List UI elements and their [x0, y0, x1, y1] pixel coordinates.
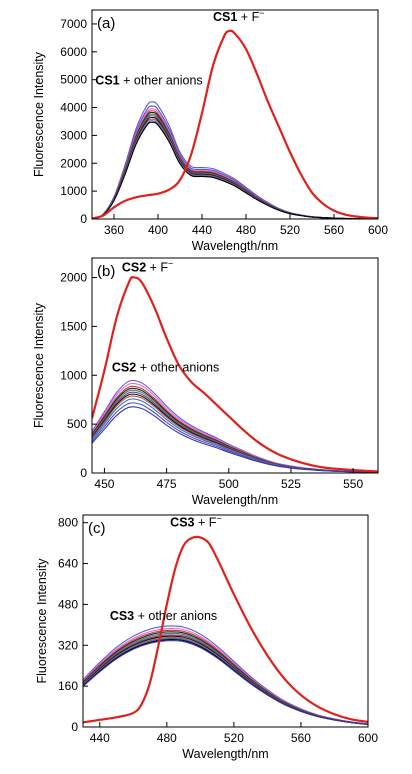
y-axis-label: Fluorescence Intensity: [35, 558, 49, 684]
y-tick-label: 2000: [60, 271, 87, 285]
y-tick-label: 6000: [60, 45, 87, 59]
series-line-other-anion: [92, 105, 378, 219]
chart-panel-3: 440 480 520 560 600 0 160 320 480 640 800 Wavelengt…: [35, 513, 378, 761]
annotation-superscript: −: [168, 259, 173, 269]
series-line-other-anion: [92, 111, 378, 219]
x-tick-label: 480: [236, 223, 256, 237]
annotation-label: CS1 + F−: [213, 8, 264, 24]
plot-frame: [82, 514, 369, 728]
y-tick-label: 320: [58, 638, 78, 652]
annotation-text: + other anions: [120, 73, 203, 87]
y-tick-label: 3000: [60, 128, 87, 142]
plot-frame: [91, 9, 379, 220]
x-tick-label: 475: [157, 477, 177, 491]
x-axis-label: Wavelength/nm: [182, 747, 268, 761]
series-line-other-anion: [83, 638, 368, 725]
series-line-other-anion: [92, 113, 378, 219]
annotation-label: CS3 + other anions: [110, 609, 217, 623]
y-tick-label: 5000: [60, 73, 87, 87]
series-line-fluoride: [92, 29, 378, 219]
series-line-fluoride: [92, 275, 378, 473]
series-line-other-anion: [92, 121, 378, 219]
x-axis-label: Wavelength/nm: [192, 493, 278, 507]
y-tick-label: 800: [58, 516, 78, 530]
annotation-compound: CS3: [170, 515, 194, 529]
x-tick-label: 480: [157, 731, 177, 745]
x-tick-label: 500: [219, 477, 239, 491]
plot-area: [92, 29, 378, 219]
annotation-compound: CS2: [122, 261, 146, 275]
annotation-compound: CS2: [112, 360, 136, 374]
annotation-compound: CS1: [95, 73, 119, 87]
series-line-other-anion: [92, 393, 378, 473]
annotation-text: + other anions: [136, 360, 219, 374]
y-tick-label: 1000: [60, 184, 87, 198]
annotation-compound: CS1: [213, 10, 237, 24]
x-tick-label: 450: [94, 477, 114, 491]
y-tick-label: 640: [58, 557, 78, 571]
series-line-other-anion: [92, 406, 378, 473]
annotation-compound: CS3: [110, 609, 134, 623]
chart-panel-2: 450 475 500 525 550 0 500 1000 1500 2000 Wavelengt…: [32, 257, 379, 507]
series-line-other-anion: [92, 108, 378, 219]
series-line-other-anion: [83, 639, 368, 725]
x-tick-label: 360: [104, 223, 124, 237]
x-tick-label: 600: [368, 223, 388, 237]
x-tick-label: 520: [280, 223, 300, 237]
y-tick-label: 7000: [60, 17, 87, 31]
chart-panel-1: 360 400 440 480 520 560 6000100020003000400050…: [32, 8, 388, 253]
x-tick-label: 440: [192, 223, 212, 237]
panel-label: (a): [97, 15, 115, 32]
x-tick-label: 600: [358, 731, 378, 745]
annotation-superscript: −: [259, 8, 264, 18]
y-tick-label: 4000: [60, 101, 87, 115]
x-tick-label: 400: [148, 223, 168, 237]
y-tick-label: 0: [71, 720, 78, 734]
y-tick-label: 1000: [60, 368, 87, 382]
panel-label: (c): [88, 520, 106, 537]
y-tick-label: 0: [80, 212, 87, 226]
series-line-other-anion: [92, 387, 378, 473]
x-tick-label: 560: [324, 223, 344, 237]
x-tick-label: 550: [343, 477, 363, 491]
x-tick-label: 525: [281, 477, 301, 491]
x-tick-label: 560: [291, 731, 311, 745]
x-tick-label: 440: [90, 731, 110, 745]
plot-area: [92, 275, 378, 473]
panel-label: (b): [97, 263, 115, 280]
annotation-text: + F: [237, 10, 259, 24]
annotation-label: CS3 + F−: [170, 513, 221, 529]
annotation-text: + F: [146, 261, 168, 275]
x-tick-label: 520: [224, 731, 244, 745]
y-tick-label: 2000: [60, 156, 87, 170]
plot-frame: [91, 257, 379, 474]
series-line-other-anion: [92, 402, 378, 473]
plot-area: [83, 535, 368, 725]
series-line-other-anion: [92, 110, 378, 219]
annotation-label: CS1 + other anions: [95, 73, 202, 87]
annotation-label: CS2 + F−: [122, 259, 173, 275]
y-tick-label: 500: [67, 417, 87, 431]
series-line-other-anion: [92, 398, 378, 473]
annotation-text: + other anions: [134, 609, 217, 623]
y-tick-label: 160: [58, 679, 78, 693]
series-line-fluoride: [83, 535, 368, 724]
annotation-label: CS2 + other anions: [112, 360, 219, 374]
annotation-superscript: −: [216, 513, 221, 523]
series-line-other-anion: [92, 101, 378, 219]
x-axis-label: Wavelength/nm: [192, 239, 278, 253]
y-axis-label: Fluorescence Intensity: [32, 51, 46, 177]
y-tick-label: 480: [58, 597, 78, 611]
y-axis-label: Fluorescence Intensity: [32, 302, 46, 428]
series-line-other-anion: [92, 391, 378, 473]
y-tick-label: 0: [80, 466, 87, 480]
y-tick-label: 1500: [60, 319, 87, 333]
annotation-text: + F: [195, 515, 217, 529]
